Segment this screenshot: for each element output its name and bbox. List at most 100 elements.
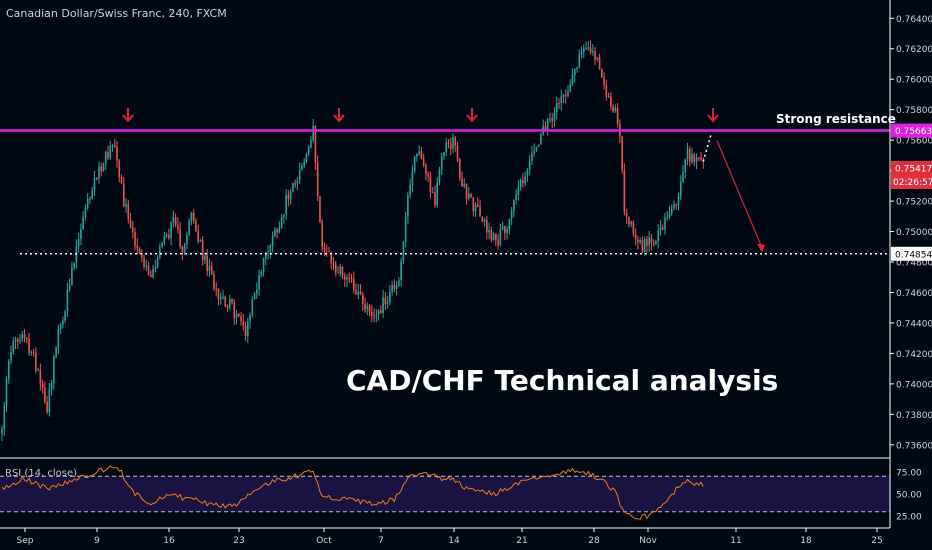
- levels-group: [0, 129, 890, 255]
- candle-body: [368, 306, 371, 313]
- candle-body: [670, 208, 673, 214]
- time-axis[interactable]: Sep 9 16 23 Oct 7 14 21 28 Nov 11 18 25: [0, 527, 890, 546]
- candle-body: [111, 145, 114, 147]
- candle-body: [655, 241, 657, 245]
- candle-body: [213, 274, 215, 289]
- candle-body: [107, 152, 109, 158]
- candle-body: [623, 169, 626, 213]
- candle-body: [237, 313, 240, 317]
- candle-body: [434, 192, 436, 206]
- rsi-label: RSI (14, close): [5, 468, 77, 479]
- markers-group: [122, 108, 765, 253]
- candle-body: [244, 325, 247, 337]
- candle-body: [580, 51, 583, 55]
- candle-body: [100, 166, 103, 172]
- candle-body: [398, 279, 400, 286]
- candle-body: [675, 204, 678, 206]
- price-tick-label: 0.73800: [896, 411, 932, 421]
- candle-body: [217, 289, 220, 300]
- candle-body: [64, 311, 66, 321]
- candle-body: [208, 265, 211, 272]
- candle-body: [551, 118, 554, 122]
- candle-body: [610, 96, 612, 107]
- candle-body: [648, 237, 650, 246]
- candle-body: [517, 187, 520, 195]
- chart-title: Canadian Dollar/Swiss Franc, 240, FXCM: [6, 7, 227, 20]
- candle-body: [355, 289, 357, 295]
- price-tick-label: 0.76200: [896, 45, 932, 55]
- candle-body: [57, 329, 60, 348]
- candle-body: [598, 57, 601, 69]
- candle-body: [481, 216, 484, 222]
- candle-body: [691, 154, 693, 162]
- rsi-tick-label: 50.00: [896, 491, 922, 501]
- candle-body: [425, 165, 427, 175]
- candle-body: [48, 389, 51, 413]
- candle-body: [186, 234, 188, 245]
- candle-body: [389, 291, 391, 303]
- candle-body: [357, 291, 360, 295]
- candle-body: [391, 285, 393, 292]
- candle-body: [321, 221, 324, 248]
- price-axis[interactable]: 0.76400 0.76200 0.76000 0.75800 0.75600 0.754…: [889, 0, 932, 550]
- candle-body: [492, 233, 495, 241]
- candle-body: [62, 320, 64, 325]
- candle-body: [95, 177, 98, 179]
- candle-body: [235, 313, 238, 318]
- candle-body: [461, 178, 463, 187]
- candle-body: [427, 174, 429, 177]
- candle-body: [197, 231, 199, 242]
- time-tick-label: 9: [94, 536, 100, 546]
- candle-body: [32, 352, 35, 354]
- candle-body: [141, 253, 143, 259]
- candle-body: [71, 267, 73, 286]
- candle-body: [274, 229, 276, 236]
- down-marker-head-2: [333, 114, 345, 123]
- price-tick-label: 0.75200: [896, 198, 932, 208]
- candle-body: [422, 158, 425, 166]
- candle-body: [616, 107, 619, 124]
- candle-body: [260, 272, 263, 276]
- candle-body: [192, 212, 195, 222]
- candle-body: [251, 298, 254, 316]
- candle-body: [271, 235, 274, 246]
- candle-body: [183, 244, 186, 253]
- candle-body: [131, 227, 134, 233]
- candle-body: [664, 217, 666, 230]
- countdown-label: 02:26:57: [893, 178, 932, 188]
- candle-body: [181, 246, 184, 253]
- candle-body: [348, 277, 351, 279]
- candle-body: [120, 176, 123, 184]
- candle-body: [413, 156, 416, 171]
- candle-body: [289, 191, 292, 200]
- candle-body: [652, 243, 655, 245]
- candle-body: [377, 310, 380, 315]
- candle-body: [614, 107, 617, 112]
- candle-body: [578, 54, 581, 68]
- candle-body: [246, 321, 249, 337]
- candle-body: [688, 149, 691, 162]
- candle-body: [515, 194, 517, 200]
- candle-body: [657, 230, 660, 242]
- time-tick-label: 18: [800, 536, 812, 546]
- candle-body: [262, 259, 265, 273]
- candle-body: [240, 316, 242, 322]
- candle-body: [233, 302, 236, 318]
- candle-body: [195, 221, 197, 232]
- candle-body: [454, 137, 457, 146]
- candle-body: [596, 57, 599, 60]
- candle-body: [129, 219, 132, 228]
- candle-body: [147, 265, 150, 275]
- candle-body: [145, 265, 148, 267]
- candle-body: [686, 149, 689, 160]
- candle-body: [242, 321, 245, 326]
- candle-body: [310, 140, 312, 148]
- candle-body: [546, 118, 549, 130]
- candle-body: [26, 337, 28, 339]
- candle-body: [231, 298, 233, 303]
- candle-body: [495, 233, 497, 240]
- candle-body: [298, 169, 301, 181]
- candle-body: [59, 324, 62, 330]
- candle-body: [438, 169, 441, 183]
